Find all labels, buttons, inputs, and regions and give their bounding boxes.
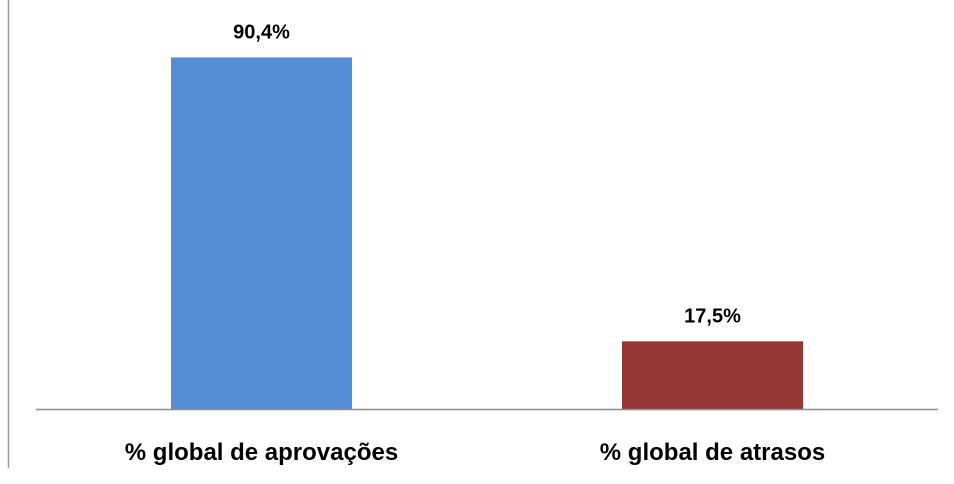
- labels-layer: 90,4% % global de aprovações 17,5% % global…: [125, 21, 825, 466]
- data-label-1: 17,5%: [684, 305, 741, 327]
- bar-0: [171, 57, 352, 410]
- data-label-0: 90,4%: [233, 21, 290, 43]
- bar-1: [622, 341, 803, 410]
- category-label-0: % global de aprovações: [125, 439, 398, 466]
- category-label-1: % global de atrasos: [600, 439, 825, 466]
- bars-layer: [171, 57, 803, 410]
